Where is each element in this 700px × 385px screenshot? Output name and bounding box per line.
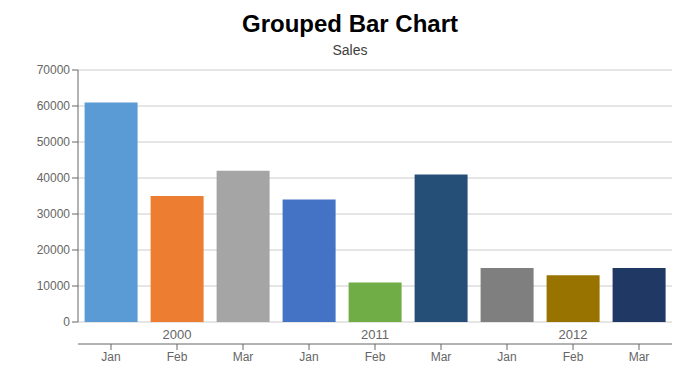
svg-text:10000: 10000	[37, 279, 71, 293]
svg-text:2000: 2000	[163, 327, 192, 342]
svg-text:40000: 40000	[37, 171, 71, 185]
svg-text:Feb: Feb	[365, 350, 386, 364]
svg-text:Mar: Mar	[431, 350, 452, 364]
svg-text:0: 0	[63, 315, 70, 329]
svg-text:70000: 70000	[37, 63, 71, 77]
svg-text:Mar: Mar	[233, 350, 254, 364]
svg-text:Jan: Jan	[101, 350, 120, 364]
svg-text:Feb: Feb	[563, 350, 584, 364]
svg-text:Jan: Jan	[299, 350, 318, 364]
svg-text:2012: 2012	[559, 327, 588, 342]
svg-text:60000: 60000	[37, 99, 71, 113]
svg-text:2011: 2011	[361, 327, 389, 342]
html-text:Grouped Bar Chart: Grouped Bar Chart	[242, 10, 458, 37]
html-text:Sales: Sales	[332, 42, 368, 58]
svg-text:Feb: Feb	[167, 350, 188, 364]
svg-text:30000: 30000	[37, 207, 71, 221]
svg-text:Jan: Jan	[497, 350, 516, 364]
svg-text:20000: 20000	[37, 243, 71, 257]
svg-text:Mar: Mar	[629, 350, 650, 364]
svg-text:50000: 50000	[37, 135, 71, 149]
